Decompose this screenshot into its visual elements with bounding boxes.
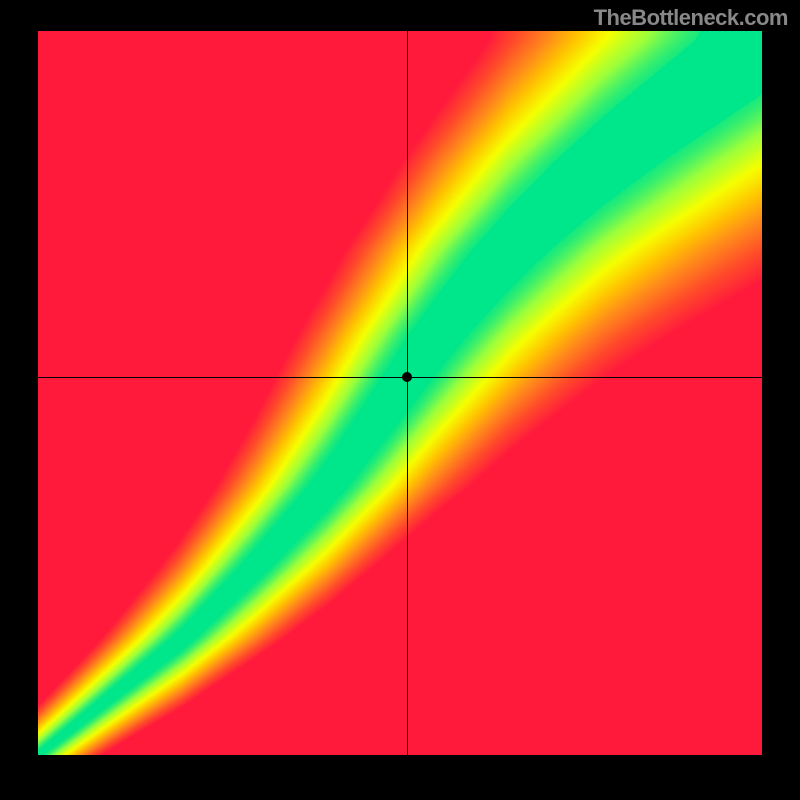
- crosshair-vertical: [407, 31, 408, 755]
- chart-container: TheBottleneck.com: [0, 0, 800, 800]
- heatmap-canvas: [38, 31, 762, 755]
- watermark-text: TheBottleneck.com: [594, 5, 788, 31]
- crosshair-marker: [402, 372, 412, 382]
- crosshair-horizontal: [38, 377, 762, 378]
- heatmap-plot: [38, 31, 762, 755]
